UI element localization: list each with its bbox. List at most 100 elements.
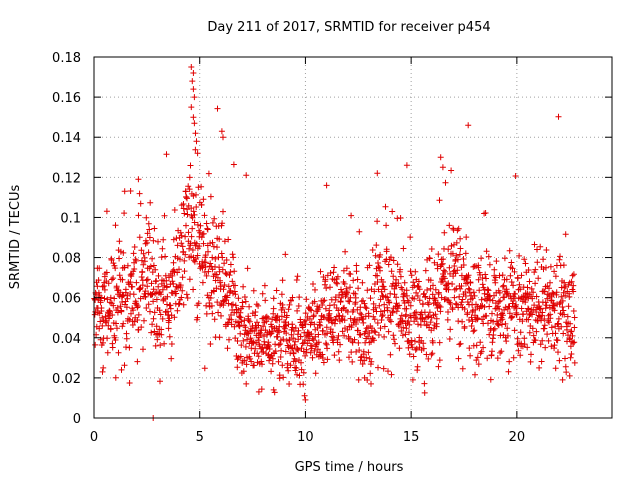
data-point	[381, 323, 388, 330]
data-point	[375, 364, 381, 371]
data-point	[379, 312, 386, 318]
chart-title: Day 211 of 2017, SRMTID for receiver p45…	[207, 20, 490, 35]
data-point	[143, 214, 150, 221]
data-point	[327, 270, 334, 276]
data-point	[499, 321, 505, 328]
data-point	[411, 295, 418, 302]
data-point	[150, 298, 157, 305]
data-point	[193, 191, 199, 198]
data-point	[136, 190, 143, 197]
data-point	[300, 369, 307, 376]
data-point	[181, 257, 188, 264]
data-point	[245, 317, 252, 324]
data-point	[143, 277, 150, 284]
data-point	[521, 256, 528, 263]
data-point	[449, 306, 456, 313]
data-point	[107, 294, 114, 301]
data-point	[298, 345, 305, 352]
data-point	[320, 328, 326, 334]
data-point	[158, 326, 165, 333]
data-point	[484, 286, 491, 293]
data-point	[268, 368, 275, 375]
data-point	[365, 349, 372, 356]
data-point	[438, 261, 445, 268]
data-point	[134, 358, 141, 365]
data-point	[508, 315, 515, 321]
data-point	[452, 300, 459, 307]
data-point	[166, 333, 173, 340]
data-point	[566, 372, 573, 379]
data-point	[475, 276, 482, 283]
data-point	[145, 301, 152, 308]
data-point	[335, 332, 342, 339]
data-point	[381, 286, 388, 293]
data-point	[442, 268, 449, 275]
data-point	[285, 367, 292, 374]
data-point	[171, 314, 178, 321]
data-point	[153, 277, 160, 284]
data-point	[216, 334, 223, 341]
data-point	[350, 277, 357, 284]
data-point	[302, 310, 309, 317]
data-point	[216, 236, 223, 243]
y-tick-label: 0.1	[60, 211, 81, 226]
data-point	[114, 309, 121, 316]
data-point	[219, 266, 226, 273]
x-tick-label: 15	[403, 430, 420, 445]
data-point	[277, 354, 284, 360]
data-point	[178, 294, 185, 301]
data-point	[383, 222, 390, 229]
data-point	[243, 361, 250, 368]
data-point	[429, 350, 436, 357]
data-point	[293, 277, 300, 283]
data-point	[189, 247, 196, 253]
data-point	[157, 311, 164, 318]
data-point	[275, 342, 282, 348]
data-point	[361, 300, 368, 307]
data-point	[163, 284, 170, 291]
data-point	[192, 146, 199, 153]
data-point	[314, 346, 321, 353]
data-point	[208, 302, 215, 309]
data-point	[269, 316, 276, 323]
data-point	[393, 294, 400, 301]
data-point	[408, 337, 415, 344]
data-point	[543, 247, 550, 253]
data-point	[209, 254, 216, 261]
data-point	[442, 296, 449, 303]
data-point	[166, 315, 173, 322]
data-point	[157, 342, 164, 349]
data-point	[547, 263, 554, 270]
x-tick-label: 20	[509, 430, 526, 445]
data-point	[108, 276, 115, 283]
data-point	[303, 296, 310, 303]
data-point	[96, 265, 103, 272]
data-point	[198, 183, 205, 190]
data-point	[521, 341, 528, 348]
data-point	[99, 283, 106, 290]
data-point	[267, 331, 274, 338]
data-point	[556, 357, 563, 364]
data-point	[131, 244, 138, 250]
data-point	[135, 326, 142, 333]
data-point	[151, 309, 158, 316]
data-point	[207, 193, 214, 200]
data-point	[298, 359, 304, 366]
data-point	[490, 327, 497, 333]
data-point	[144, 230, 151, 237]
data-point	[405, 299, 412, 306]
data-point	[433, 323, 440, 330]
data-point	[357, 331, 364, 338]
data-point	[301, 392, 308, 399]
data-point	[478, 255, 485, 262]
data-point	[409, 344, 416, 351]
data-point	[324, 345, 331, 352]
data-point	[494, 303, 501, 310]
data-point	[504, 325, 511, 332]
data-point	[250, 340, 257, 347]
data-point	[138, 324, 145, 331]
data-point	[385, 368, 391, 375]
data-point	[371, 288, 378, 295]
data-point	[248, 358, 255, 365]
data-point	[324, 356, 331, 363]
